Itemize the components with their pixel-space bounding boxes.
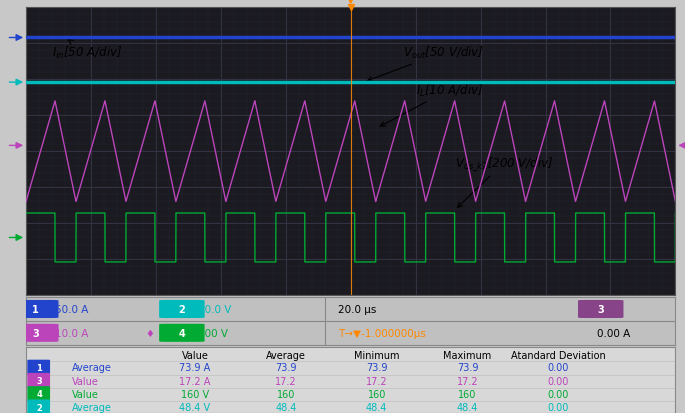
Text: 3: 3 — [597, 304, 604, 314]
Text: Value: Value — [182, 351, 208, 361]
FancyBboxPatch shape — [27, 386, 50, 401]
Text: Value: Value — [71, 376, 99, 386]
Text: ♦: ♦ — [145, 328, 154, 338]
Text: $V_{out}$[50 V/div]: $V_{out}$[50 V/div] — [367, 45, 484, 82]
Text: 73.9: 73.9 — [366, 363, 388, 373]
Text: 160: 160 — [458, 389, 477, 399]
Text: 48.4 V: 48.4 V — [179, 402, 210, 412]
Text: 2: 2 — [179, 304, 185, 314]
Text: 0.00 A: 0.00 A — [597, 328, 631, 338]
Text: 48.4: 48.4 — [366, 402, 388, 412]
FancyBboxPatch shape — [27, 399, 50, 413]
FancyBboxPatch shape — [27, 373, 50, 388]
Text: T→▼-1.000000μs: T→▼-1.000000μs — [338, 328, 425, 338]
Text: 73.9: 73.9 — [275, 363, 297, 373]
Text: $I_L$[10 A/div]: $I_L$[10 A/div] — [380, 83, 483, 127]
Text: $V_{ds\_k2}$[200 V/div]: $V_{ds\_k2}$[200 V/div] — [455, 154, 553, 208]
Text: 160: 160 — [277, 389, 295, 399]
Text: 0.00: 0.00 — [548, 363, 569, 373]
FancyBboxPatch shape — [13, 324, 58, 342]
Text: 20.0 μs: 20.0 μs — [338, 304, 376, 314]
Text: 73.9 A: 73.9 A — [179, 363, 210, 373]
Text: 3: 3 — [32, 328, 39, 338]
Text: 17.2 A: 17.2 A — [179, 376, 210, 386]
Text: Average: Average — [71, 363, 112, 373]
Text: 50.0 V: 50.0 V — [198, 304, 232, 314]
Text: 10.0 A: 10.0 A — [55, 328, 88, 338]
Text: 160: 160 — [368, 389, 386, 399]
Text: 1: 1 — [32, 304, 39, 314]
Text: 4: 4 — [179, 328, 185, 338]
Text: 1: 1 — [36, 363, 42, 372]
Text: 17.2: 17.2 — [275, 376, 297, 386]
Text: Average: Average — [266, 351, 306, 361]
Text: 17.2: 17.2 — [457, 376, 478, 386]
Text: 0.00: 0.00 — [548, 376, 569, 386]
Text: Atandard Deviation: Atandard Deviation — [511, 351, 606, 361]
Text: 3: 3 — [36, 376, 42, 385]
FancyBboxPatch shape — [159, 300, 205, 318]
Text: 4: 4 — [36, 389, 42, 398]
Text: 160 V: 160 V — [181, 389, 209, 399]
Text: $I_{in}$[50 A/div]: $I_{in}$[50 A/div] — [52, 40, 123, 61]
Text: 48.4: 48.4 — [275, 402, 297, 412]
Text: Minimum: Minimum — [354, 351, 399, 361]
Text: 2: 2 — [36, 403, 42, 411]
FancyBboxPatch shape — [578, 300, 623, 318]
Text: 0.00: 0.00 — [548, 389, 569, 399]
Text: 50.0 A: 50.0 A — [55, 304, 88, 314]
Text: /: / — [617, 304, 621, 314]
Text: Average: Average — [71, 402, 112, 412]
FancyBboxPatch shape — [159, 324, 205, 342]
Text: 200 V: 200 V — [198, 328, 228, 338]
Text: 0.00: 0.00 — [548, 402, 569, 412]
Text: 17.2: 17.2 — [366, 376, 388, 386]
FancyBboxPatch shape — [27, 360, 50, 375]
FancyBboxPatch shape — [13, 300, 58, 318]
Text: Maximum: Maximum — [443, 351, 492, 361]
Text: 73.9: 73.9 — [457, 363, 478, 373]
Text: 48.4: 48.4 — [457, 402, 478, 412]
Text: Value: Value — [71, 389, 99, 399]
